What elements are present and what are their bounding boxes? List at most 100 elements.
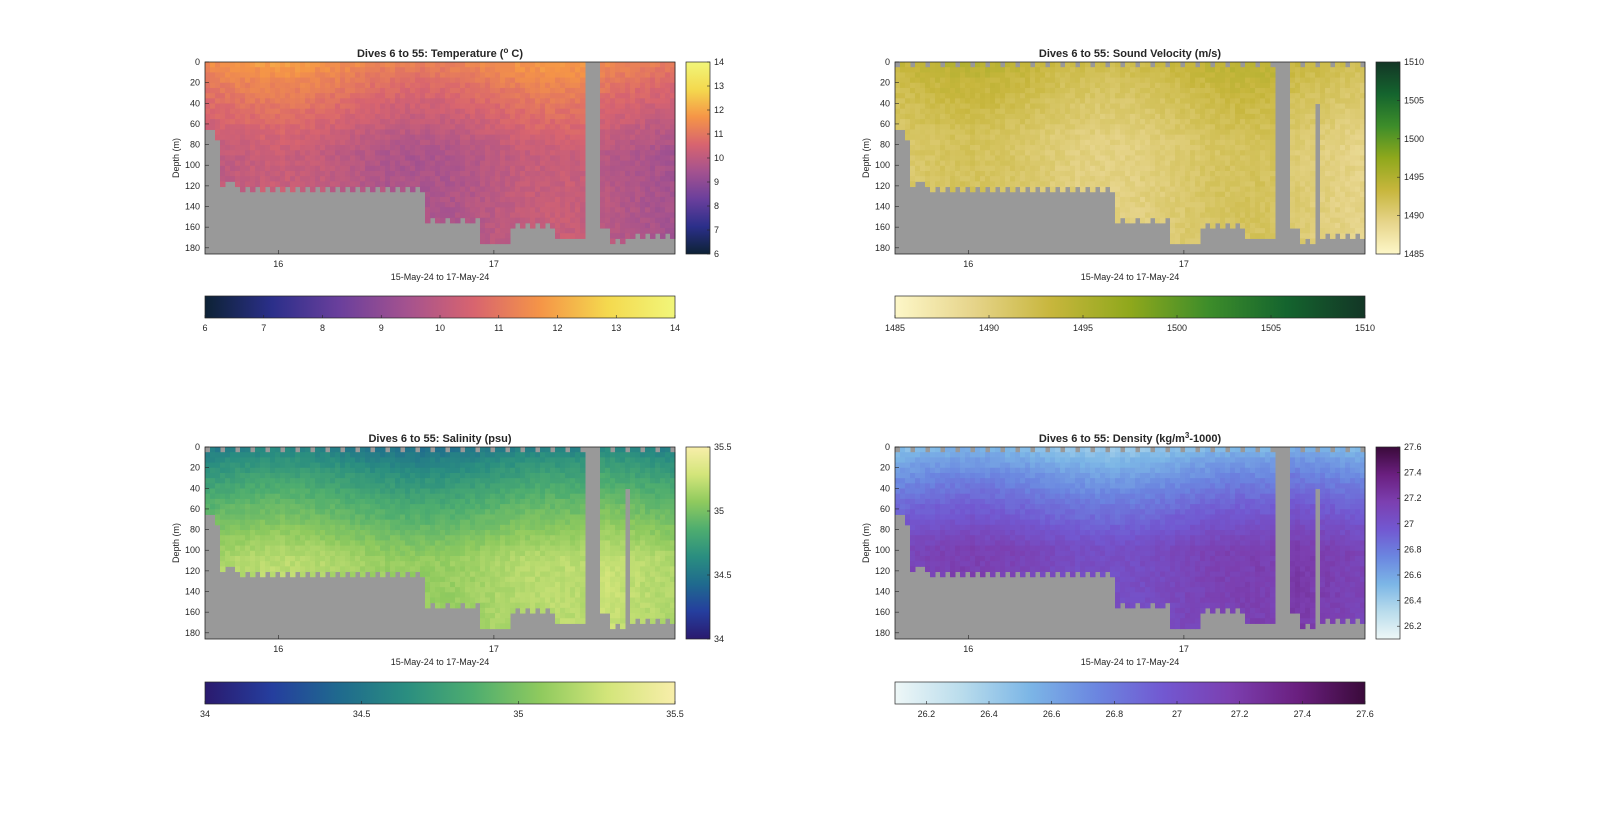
heatmap-cell — [555, 228, 561, 234]
heatmap-cell — [650, 145, 656, 151]
heatmap-cell — [960, 109, 966, 115]
heatmap-cell — [995, 155, 1001, 161]
heatmap-cell — [650, 140, 656, 146]
heatmap-cell — [215, 93, 221, 99]
heatmap-cell — [610, 155, 616, 161]
heatmap-cell — [1235, 212, 1241, 218]
heatmap-cell — [580, 161, 586, 167]
heatmap-cell — [1295, 187, 1301, 193]
heatmap-cell — [1165, 93, 1171, 99]
heatmap-cell — [1320, 135, 1326, 141]
heatmap-cell — [335, 98, 341, 104]
heatmap-cell — [295, 88, 301, 94]
heatmap-cell — [1010, 62, 1016, 68]
heatmap-cell — [525, 181, 531, 187]
heatmap-cell — [1055, 62, 1061, 68]
heatmap-cell — [605, 119, 611, 125]
heatmap-cell — [1180, 67, 1186, 73]
heatmap-cell — [460, 166, 466, 172]
heatmap-cell — [535, 135, 541, 141]
heatmap-cell — [955, 67, 961, 73]
heatmap-cell — [1175, 145, 1181, 151]
heatmap-cell — [1055, 104, 1061, 110]
heatmap-cell — [510, 72, 516, 78]
heatmap-cell — [400, 98, 406, 104]
heatmap-cell — [645, 228, 651, 234]
heatmap-cell — [1300, 212, 1306, 218]
heatmap-cell — [1235, 93, 1241, 99]
heatmap-cell — [1145, 140, 1151, 146]
heatmap-cell — [355, 129, 361, 135]
heatmap-cell — [415, 140, 421, 146]
heatmap-cell — [375, 104, 381, 110]
heatmap-cell — [1110, 135, 1116, 141]
heatmap-cell — [270, 83, 276, 89]
heatmap-cell — [420, 150, 426, 156]
heatmap-cell — [1245, 176, 1251, 182]
heatmap-cell — [1120, 155, 1126, 161]
heatmap-cell — [1055, 135, 1061, 141]
heatmap-cell — [500, 233, 506, 239]
heatmap-cell — [1065, 83, 1071, 89]
heatmap-cell — [1240, 155, 1246, 161]
heatmap-cell — [640, 78, 646, 84]
heatmap-cell — [645, 171, 651, 177]
heatmap-cell — [490, 176, 496, 182]
heatmap-cell — [1245, 202, 1251, 208]
heatmap-cell — [655, 176, 661, 182]
heatmap-cell — [1230, 166, 1236, 172]
heatmap-cell — [605, 93, 611, 99]
heatmap-cell — [1150, 197, 1156, 203]
heatmap-cell — [1245, 98, 1251, 104]
heatmap-cell — [1005, 72, 1011, 78]
heatmap-cell — [1320, 233, 1326, 239]
colorbar-tick-label: 13 — [714, 81, 724, 91]
heatmap-cell — [920, 145, 926, 151]
heatmap-cell — [330, 114, 336, 120]
heatmap-cell — [555, 98, 561, 104]
heatmap-cell — [615, 218, 621, 224]
heatmap-cell — [335, 145, 341, 151]
heatmap-cell — [1035, 150, 1041, 156]
heatmap-cell — [565, 119, 571, 125]
heatmap-cell — [1125, 197, 1131, 203]
heatmap-cell — [205, 124, 211, 130]
heatmap-cell — [575, 212, 581, 218]
heatmap-cell — [1265, 161, 1271, 167]
heatmap-cell — [405, 119, 411, 125]
heatmap-cell — [430, 145, 436, 151]
heatmap-cell — [435, 72, 441, 78]
heatmap-cell — [305, 176, 311, 182]
heatmap-cell — [550, 161, 556, 167]
heatmap-cell — [500, 72, 506, 78]
heatmap-cell — [410, 98, 416, 104]
heatmap-cell — [1175, 72, 1181, 78]
heatmap-cell — [575, 135, 581, 141]
heatmap-cell — [1110, 187, 1116, 193]
heatmap-cell — [665, 161, 671, 167]
heatmap-cell — [1305, 166, 1311, 172]
heatmap-cell — [1335, 135, 1341, 141]
heatmap-cell — [420, 98, 426, 104]
heatmap-cell — [980, 114, 986, 120]
heatmap-cell — [645, 98, 651, 104]
heatmap-cell — [645, 155, 651, 161]
heatmap-cell — [1185, 187, 1191, 193]
heatmap-cell — [1155, 98, 1161, 104]
heatmap-cell — [625, 161, 631, 167]
heatmap-cell — [565, 155, 571, 161]
heatmap-cell — [625, 181, 631, 187]
heatmap-cell — [1190, 72, 1196, 78]
heatmap-cell — [1290, 166, 1296, 172]
heatmap-cell — [635, 124, 641, 130]
heatmap-cell — [540, 171, 546, 177]
heatmap-cell — [1175, 166, 1181, 172]
heatmap-cell — [410, 166, 416, 172]
heatmap-cell — [1230, 218, 1236, 224]
heatmap-cell — [635, 109, 641, 115]
heatmap-cell — [485, 228, 491, 234]
heatmap-cell — [515, 98, 521, 104]
heatmap-cell — [220, 109, 226, 115]
heatmap-cell — [650, 119, 656, 125]
heatmap-cell — [490, 171, 496, 177]
